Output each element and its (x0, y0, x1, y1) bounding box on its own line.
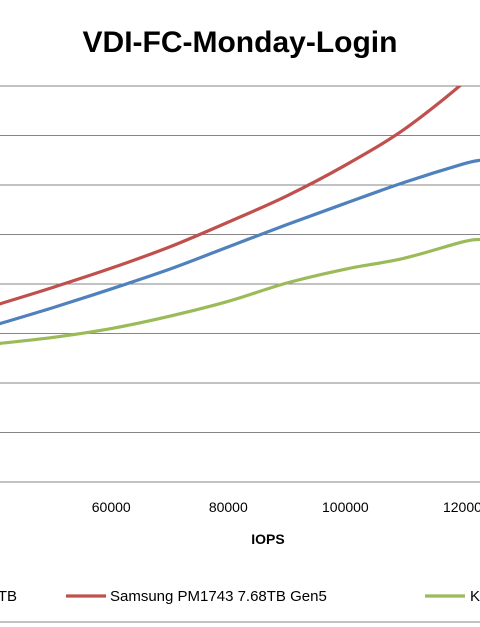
legend-label-1: Samsung PM1743 7.68TB Gen5 (110, 588, 327, 605)
x-tick-label: 100000 (322, 499, 369, 515)
x-tick-label: 80000 (209, 499, 248, 515)
series-line-2 (0, 237, 480, 345)
series-line-1 (0, 86, 463, 306)
chart-title: VDI-FC-Monday-Login (83, 26, 398, 59)
legend-label-2: K (470, 588, 480, 605)
legend-label-0: TB (0, 588, 17, 605)
x-tick-labels: 60000 80000 100000 12000 (92, 499, 480, 515)
x-axis-label: IOPS (251, 531, 284, 547)
legend: TB Samsung PM1743 7.68TB Gen5 K (0, 588, 480, 605)
x-tick-label: 60000 (92, 499, 131, 515)
series-lines (0, 86, 480, 345)
series-line-0 (0, 158, 480, 326)
x-tick-label: 12000 (443, 499, 480, 515)
